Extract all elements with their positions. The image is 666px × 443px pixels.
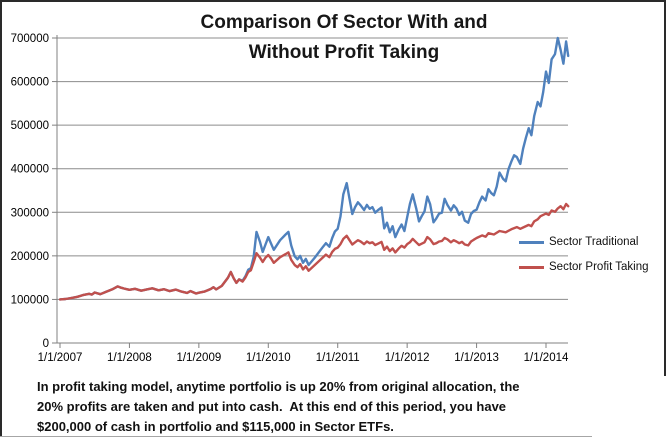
annotation-text: In profit taking model, anytime portfoli… bbox=[37, 377, 520, 437]
legend-line-sample-traditional bbox=[519, 240, 544, 244]
y-tick-label: 100000 bbox=[11, 294, 49, 306]
y-tick-label: 700000 bbox=[11, 33, 49, 45]
legend-line-sample-profit-taking bbox=[519, 265, 544, 269]
y-tick-label: 300000 bbox=[11, 207, 49, 219]
x-tick-label: 1/1/2012 bbox=[385, 352, 430, 364]
x-tick-label: 1/1/2008 bbox=[107, 352, 152, 364]
legend-label-sector-profit-taking: Sector Profit Taking bbox=[549, 261, 649, 273]
y-tick-label: 400000 bbox=[11, 164, 49, 176]
x-tick-label: 1/1/2010 bbox=[246, 352, 291, 364]
legend-entry-sector-traditional: Sector Traditional bbox=[519, 235, 639, 249]
y-tick-label: 500000 bbox=[11, 120, 49, 132]
x-tick-label: 1/1/2014 bbox=[524, 352, 569, 364]
series-line-sector-profit-taking bbox=[58, 202, 570, 301]
chart-title-line-2: Without Profit Taking bbox=[248, 42, 440, 63]
chart-border-top bbox=[0, 0, 666, 2]
legend-label-sector-traditional: Sector Traditional bbox=[549, 236, 639, 248]
annotation-line-1: In profit taking model, anytime portfoli… bbox=[37, 379, 520, 394]
x-tick-label: 1/1/2007 bbox=[38, 352, 83, 364]
y-tick-label: 200000 bbox=[11, 251, 49, 263]
chart-border-left bbox=[0, 0, 2, 437]
x-tick-label: 1/1/2011 bbox=[316, 352, 360, 364]
x-tick-label: 1/1/2013 bbox=[454, 352, 499, 364]
legend-entry-sector-profit-taking: Sector Profit Taking bbox=[519, 260, 649, 274]
y-tick-label: 600000 bbox=[11, 77, 49, 89]
annotation-line-3: $200,000 of cash in portfolio and $115,0… bbox=[37, 419, 394, 434]
annotation-line-2: 20% profits are taken and put into cash.… bbox=[37, 399, 507, 414]
chart-title: Comparison Of Sector With and Without Pr… bbox=[22, 8, 666, 68]
chart-title-line-1: Comparison Of Sector With and bbox=[200, 12, 488, 33]
x-tick-label: 1/1/2009 bbox=[176, 352, 221, 364]
y-tick-label: 0 bbox=[43, 338, 49, 350]
chart-border-bottom bbox=[0, 436, 592, 437]
chart-border-right bbox=[664, 0, 666, 376]
